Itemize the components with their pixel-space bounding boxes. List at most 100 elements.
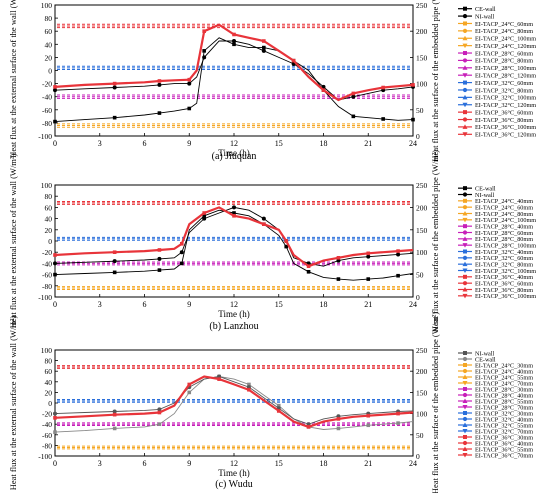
legend-marker: [462, 94, 468, 100]
legend-entry: NI-wall: [475, 13, 495, 20]
y-tick-label: 100: [41, 181, 53, 190]
legend-entry: EI-TACP_28°C_40mm: [475, 223, 533, 230]
y2-tick-label: 250: [416, 346, 428, 355]
ei-wall-line-point: [262, 39, 266, 43]
legend-marker: [462, 255, 468, 260]
y2-tick-label: 250: [416, 181, 428, 190]
x-tick-label: 18: [320, 300, 328, 309]
ei-wall-line-point: [232, 32, 236, 37]
ce-wall-line-point: [157, 111, 162, 115]
ce-wall-line: [54, 37, 414, 123]
legend-marker: [462, 392, 468, 398]
ei-wall-line: [54, 23, 414, 102]
y-tick-label: 100: [41, 346, 53, 355]
x-tick-label: 9: [187, 300, 191, 309]
legend-marker: [462, 35, 468, 41]
legend-entry: EI-TACP_28°C_60mm: [475, 50, 533, 57]
y2-tick-label: 200: [416, 367, 428, 376]
ce-wall-line-point: [202, 49, 206, 53]
legend-entry: EI-TACP_36°C_30mm: [475, 434, 533, 441]
legend-marker: [462, 446, 468, 451]
ce-wall-line: [54, 209, 414, 281]
ei-wall-line-point: [306, 264, 311, 268]
ni-wall-line-point: [351, 94, 356, 99]
legend-entry: EI-TACP_24°C_100mm: [475, 36, 536, 43]
y-tick-label: -100: [38, 132, 52, 141]
ei-wall-line-point: [232, 214, 236, 218]
ei-wall-line-point: [284, 239, 289, 243]
y-axis-label: Heat flux at the external surface of the…: [8, 0, 18, 158]
ce-wall-line-point: [336, 277, 341, 281]
y-tick-label: 100: [41, 1, 53, 10]
y2-axis-label: Heat flux at the surface of the embedded…: [430, 0, 440, 162]
ei-wall-line-point: [157, 79, 162, 83]
legend-marker: [463, 387, 467, 391]
x-tick-label: 12: [230, 300, 238, 309]
x-tick-label: 3: [98, 300, 102, 309]
legend-marker: [462, 453, 468, 458]
y-tick-label: 40: [45, 40, 53, 49]
legend-entry: EI-TACP_24°C_70mm: [475, 380, 533, 387]
x-tick-label: 21: [364, 459, 372, 468]
x-tick-label: 12: [230, 459, 238, 468]
panel-2: 0 3 6 9 12 15 18 21 24 -100 -80 -60 -40 -20 0 20 40 60 80 1…: [8, 150, 536, 332]
legend-marker: [463, 21, 467, 26]
x-tick-label: 6: [143, 300, 147, 309]
legend-entry: EI-TACP_28°C_70mm: [475, 404, 533, 411]
legend-marker: [462, 243, 468, 248]
legend-entry: EI-TACP_32°C_70mm: [475, 428, 533, 435]
legend-entry: NI-wall: [475, 192, 495, 199]
ce-wall-line-point: [112, 115, 117, 120]
legend-entry: EI-TACP_32°C_120mm: [475, 102, 536, 109]
legend-marker: [462, 374, 468, 379]
ei-wall-line-point: [321, 88, 326, 92]
ce-wall-line-point: [366, 277, 371, 281]
legend-entry: EI-TACP_24°C_80mm: [475, 28, 533, 35]
legend-entry: EI-TACP_32°C_100mm: [475, 268, 536, 275]
ce-wall-line-point: [157, 268, 162, 272]
panel-caption: (c) Wudu: [215, 479, 252, 490]
legend-entry: EI-TACP_32°C_80mm: [475, 87, 533, 94]
legend-entry: NI-wall: [475, 350, 495, 357]
legend-marker: [462, 230, 468, 235]
legend-marker: [462, 381, 468, 386]
y2-tick-label: 0: [416, 452, 420, 461]
legend-marker: [463, 6, 467, 11]
ce-wall-line-point: [202, 214, 206, 218]
legend-entry: EI-TACP_36°C_55mm: [475, 446, 533, 453]
y-tick-label: 60: [45, 367, 53, 376]
y2-tick-label: 100: [416, 410, 428, 419]
x-axis-label: Time (h): [218, 468, 249, 478]
ce-wall-line-point: [381, 117, 385, 121]
ni-wall-line-point: [202, 216, 207, 221]
legend: CE-wallNI-wallEI-TACP_24°C_60mmEI-TACP_2…: [458, 6, 536, 139]
legend-marker: [463, 224, 467, 229]
x-tick-label: 15: [275, 459, 283, 468]
x-tick-label: 9: [187, 139, 191, 148]
legend-marker: [462, 73, 468, 78]
ei-wall-line-point: [202, 211, 206, 215]
legend-marker: [462, 28, 468, 33]
legend-marker: [462, 236, 468, 241]
y-tick-label: 0: [48, 399, 52, 408]
legend-marker: [462, 440, 468, 446]
y2-tick-label: 0: [416, 293, 420, 302]
ni-wall-line-point: [112, 409, 117, 414]
ce-wall-line-point: [53, 272, 57, 277]
ni-wall-line-point: [179, 250, 184, 255]
ce-wall-line-point: [53, 430, 57, 434]
legend-entry: EI-TACP_28°C_100mm: [475, 242, 536, 249]
ce-wall-line-point: [112, 426, 117, 431]
ni-wall-line: [54, 206, 414, 267]
legend-marker: [462, 398, 468, 403]
ni-wall-line-point: [157, 82, 162, 87]
y2-tick-label: 0: [416, 132, 420, 141]
legend-entry: EI-TACP_28°C_120mm: [475, 72, 536, 79]
x-tick-label: 3: [98, 139, 102, 148]
legend-marker: [463, 435, 467, 439]
y-tick-label: -100: [38, 293, 52, 302]
legend-entry: EI-TACP_32°C_60mm: [475, 80, 533, 87]
x-axis-label: Time (h): [218, 309, 249, 319]
legend-entry: EI-TACP_24°C_40mm: [475, 368, 533, 375]
legend-entry: EI-TACP_24°C_120mm: [475, 43, 536, 50]
